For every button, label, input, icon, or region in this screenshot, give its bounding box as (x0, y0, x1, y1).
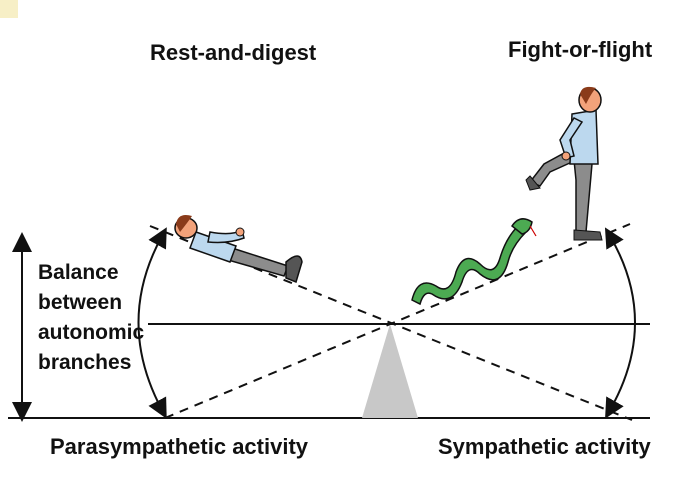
balance-line-3: autonomic (38, 321, 145, 344)
reclining-person-icon (174, 215, 303, 284)
fight-or-flight-label: Fight-or-flight (508, 37, 653, 62)
dashed-line-fight-tilt (164, 223, 631, 419)
fulcrum-icon (362, 324, 418, 418)
right-arc-arrow (604, 227, 636, 419)
balance-line-2: between (38, 291, 123, 314)
balance-between-branches-label: Balance between autonomic branches (38, 258, 144, 378)
balance-line-1: Balance (38, 261, 119, 284)
sympathetic-activity-label: Sympathetic activity (438, 434, 651, 459)
snake-icon (411, 218, 537, 306)
running-person-icon (525, 86, 603, 241)
rest-and-digest-label: Rest-and-digest (150, 40, 317, 65)
parasympathetic-activity-label: Parasympathetic activity (50, 434, 309, 459)
corner-tab (0, 0, 18, 18)
balance-line-4: branches (38, 351, 132, 374)
left-arc-arrow (137, 227, 167, 419)
